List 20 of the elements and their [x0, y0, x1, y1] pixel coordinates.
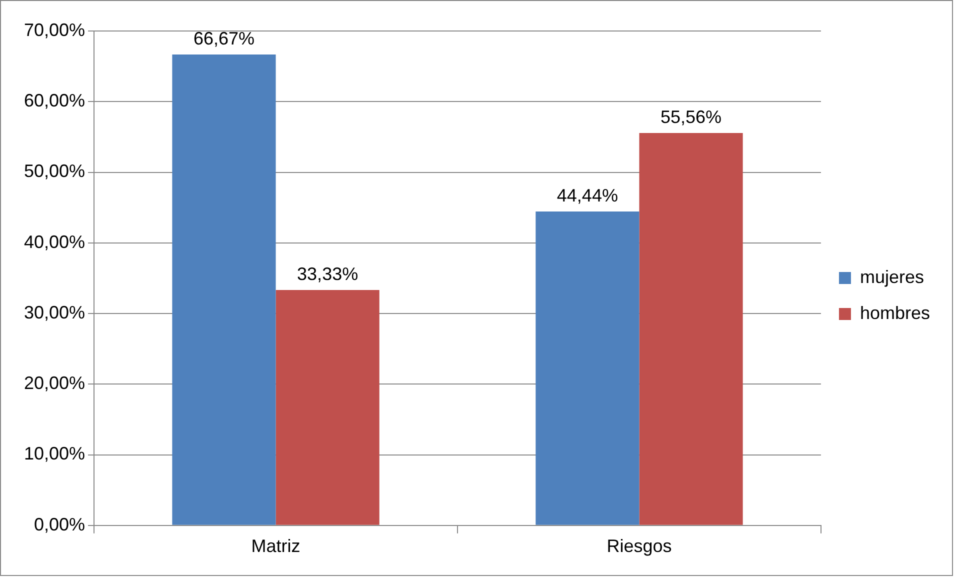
bar — [276, 290, 380, 525]
y-tick-label: 20,00% — [24, 373, 86, 394]
legend-label: mujeres — [860, 266, 924, 287]
y-tick-label: 0,00% — [34, 514, 86, 534]
data-label: 55,56% — [660, 106, 722, 127]
x-tick-label: Riesgos — [606, 536, 672, 556]
y-tick-label: 70,00% — [24, 20, 86, 40]
y-tick-label: 60,00% — [24, 90, 86, 111]
y-tick-label: 40,00% — [24, 232, 86, 252]
data-label: 44,44% — [556, 185, 618, 206]
y-tick-label: 30,00% — [24, 302, 86, 322]
bar — [172, 54, 276, 525]
bar — [639, 132, 743, 525]
legend-label: hombres — [860, 302, 930, 323]
x-tick-label: Matriz — [251, 536, 300, 556]
data-label: 66,67% — [193, 28, 255, 48]
bar — [536, 212, 640, 525]
data-label: 33,33% — [297, 264, 358, 284]
y-tick-label: 10,00% — [24, 444, 86, 464]
y-tick-label: 50,00% — [24, 161, 86, 182]
